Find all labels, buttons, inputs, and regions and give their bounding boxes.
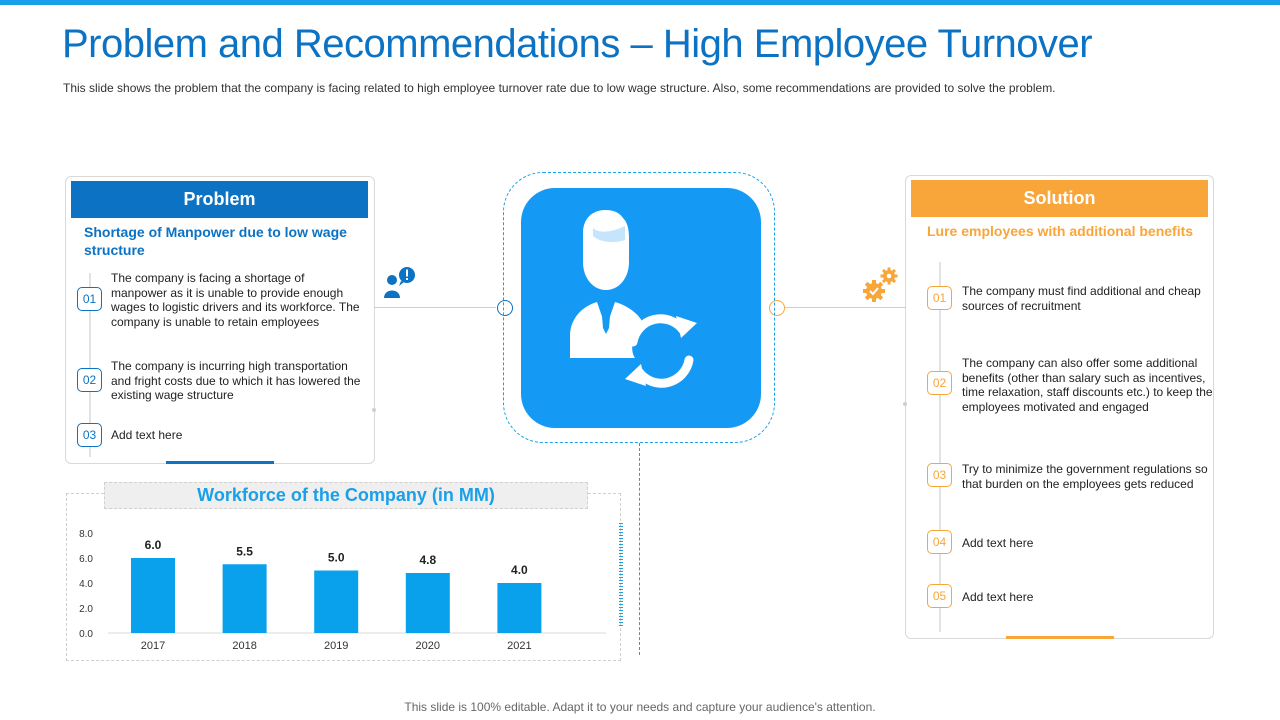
center-drop-line xyxy=(639,443,640,655)
problem-item-text: Add text here xyxy=(111,428,183,442)
solution-card-accent xyxy=(1006,636,1114,639)
problem-subheading: Shortage of Manpower due to low wage str… xyxy=(84,224,347,258)
solution-item-number: 05 xyxy=(927,584,952,608)
page-subtitle: This slide shows the problem that the co… xyxy=(63,81,1056,95)
y-tick-label: 8.0 xyxy=(79,529,93,540)
footer-note: This slide is 100% editable. Adapt it to… xyxy=(404,700,876,714)
bar xyxy=(131,558,175,633)
solution-connector xyxy=(785,307,906,308)
employee-turnover-icon xyxy=(570,210,697,388)
bar-value-label: 6.0 xyxy=(145,538,162,552)
bar-value-label: 4.8 xyxy=(419,553,436,567)
bar xyxy=(405,573,450,633)
solution-item-text: The company must find additional and che… xyxy=(962,284,1201,313)
problem-timeline xyxy=(89,273,91,457)
bar-value-label: 4.0 xyxy=(511,563,528,577)
bar xyxy=(222,564,267,633)
problem-item-number: 01 xyxy=(77,287,102,311)
solution-item-text: Add text here xyxy=(962,536,1034,550)
solution-connector-dot xyxy=(769,300,785,316)
workforce-bar-chart: 0.0 2.0 4.0 6.0 8.0 6.0 2017 5.5 2018 5.0 2019 4.8 2… xyxy=(79,529,606,652)
y-tick-label: 0.0 xyxy=(79,629,93,640)
bar xyxy=(314,570,359,633)
problem-item-text: The company is incurring high transporta… xyxy=(111,359,361,402)
bar-value-label: 5.0 xyxy=(328,551,345,565)
problem-marker xyxy=(372,408,376,412)
problem-connector xyxy=(374,307,496,308)
top-accent-bar xyxy=(0,0,1280,5)
solution-item-text: Try to minimize the government regulatio… xyxy=(962,462,1208,491)
solution-item-number: 03 xyxy=(927,463,952,487)
y-tick-label: 2.0 xyxy=(79,604,93,615)
problem-connector-dot xyxy=(497,300,513,316)
y-tick-label: 4.0 xyxy=(79,579,93,590)
solution-item-text: The company can also offer some addition… xyxy=(962,356,1213,414)
problem-heading: Problem xyxy=(71,181,368,218)
solution-item-text: Add text here xyxy=(962,590,1034,604)
solution-timeline xyxy=(939,262,941,632)
x-tick-label: 2018 xyxy=(232,640,256,652)
chart-title: Workforce of the Company (in MM) xyxy=(104,482,588,509)
bar-value-label: 5.5 xyxy=(236,544,253,558)
solution-marker xyxy=(903,402,907,406)
solution-item-number: 02 xyxy=(927,371,952,395)
y-tick-label: 6.0 xyxy=(79,554,93,565)
page-title: Problem and Recommendations – High Emplo… xyxy=(62,22,1093,66)
x-tick-label: 2017 xyxy=(141,640,165,652)
x-tick-label: 2021 xyxy=(507,640,531,652)
problem-item-number: 03 xyxy=(77,423,102,447)
problem-item-number: 02 xyxy=(77,368,102,392)
center-frame xyxy=(503,172,775,443)
solution-heading: Solution xyxy=(911,180,1208,217)
chart-side-decoration xyxy=(619,523,623,628)
x-tick-label: 2020 xyxy=(416,640,440,652)
x-tick-label: 2019 xyxy=(324,640,348,652)
gears-icon xyxy=(863,267,898,302)
problem-card: Problem Shortage of Manpower due to low … xyxy=(65,176,375,464)
solution-subheading: Lure employees with additional benefits xyxy=(927,223,1194,239)
solution-item-number: 01 xyxy=(927,286,952,310)
user-alert-icon xyxy=(384,267,415,298)
solution-card: Solution Lure employees with additional … xyxy=(905,175,1214,639)
problem-item-text: The company is facing a shortage of manp… xyxy=(111,271,360,329)
problem-card-accent xyxy=(166,461,274,464)
center-tile xyxy=(521,188,761,428)
bar xyxy=(497,583,542,633)
solution-item-number: 04 xyxy=(927,530,952,554)
